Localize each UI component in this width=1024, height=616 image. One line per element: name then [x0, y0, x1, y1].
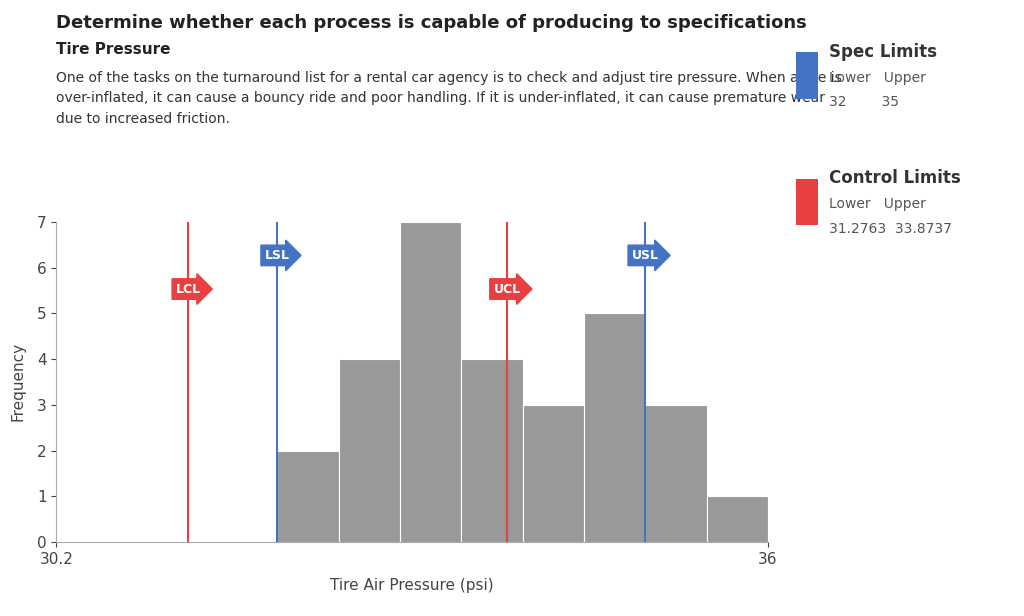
Bar: [278, 450, 339, 542]
Text: LCL: LCL: [176, 283, 201, 296]
Text: Spec Limits: Spec Limits: [829, 43, 937, 61]
Text: One of the tasks on the turnaround list for a rental car agency is to check and : One of the tasks on the turnaround list …: [56, 71, 842, 126]
X-axis label: Tire Air Pressure (psi): Tire Air Pressure (psi): [331, 578, 494, 593]
Text: 32        35: 32 35: [829, 95, 899, 110]
Text: LSL: LSL: [264, 249, 290, 262]
Text: 31.2763  33.8737: 31.2763 33.8737: [829, 222, 952, 236]
Bar: [645, 405, 707, 542]
Text: Determine whether each process is capable of producing to specifications: Determine whether each process is capabl…: [56, 14, 807, 31]
Y-axis label: Frequency: Frequency: [10, 342, 26, 421]
Text: USL: USL: [632, 249, 658, 262]
Bar: [768, 496, 829, 542]
Text: Lower   Upper: Lower Upper: [829, 197, 927, 211]
Bar: [339, 359, 400, 542]
Bar: [522, 405, 584, 542]
Bar: [707, 496, 768, 542]
Text: Control Limits: Control Limits: [829, 169, 962, 187]
Text: UCL: UCL: [494, 283, 520, 296]
Bar: [584, 314, 645, 542]
Bar: [461, 359, 522, 542]
Bar: [400, 222, 461, 542]
Text: Tire Pressure: Tire Pressure: [56, 42, 171, 57]
Text: Lower   Upper: Lower Upper: [829, 71, 927, 85]
